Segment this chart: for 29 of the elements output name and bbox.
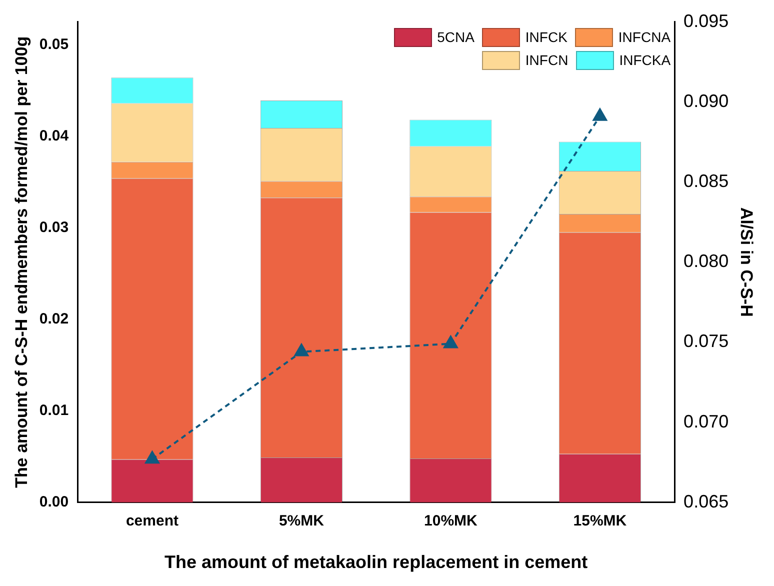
y-tick-label: 0.05 [39,36,69,53]
y2-tick-label: 0.090 [684,90,729,111]
x-tick-label: 5%MK [278,512,324,530]
y-axis-title: The amount of C-S-H endmembers formed/mol per 100g [12,36,31,488]
y2-tick-label: 0.065 [684,491,729,512]
y2-tick-label: 0.075 [684,331,729,352]
point [592,108,607,121]
legend-label: INFCK [525,29,568,46]
x-tick-label: 15%MK [573,512,627,530]
y2-tick-label: 0.080 [684,251,729,272]
y-tick-label: 0.04 [39,127,70,144]
point [294,344,309,356]
x-axis-title: The amount of metakaolin replacement in cement [164,552,588,572]
y-tick-label: 0.00 [39,494,69,511]
x-tick-label: 10%MK [424,512,478,530]
point [444,336,458,348]
y2-tick-label: 0.085 [684,170,729,191]
legend-label: 5CNA [437,29,474,46]
legend-label: INFCN [525,52,568,68]
y2-axis-title: Al/Si in C-S-H [737,207,756,317]
y-tick-label: 0.03 [39,218,69,236]
legend-label: INFCNA [618,29,671,46]
y-tick-label: 0.01 [39,402,69,419]
y-tick-label: 0.02 [39,310,69,328]
x-tick-label: cement [126,512,178,530]
legend-label: INFCKA [619,52,671,68]
point [145,451,160,464]
y2-tick-label: 0.095 [684,10,729,31]
y2-tick-label: 0.070 [684,411,729,432]
